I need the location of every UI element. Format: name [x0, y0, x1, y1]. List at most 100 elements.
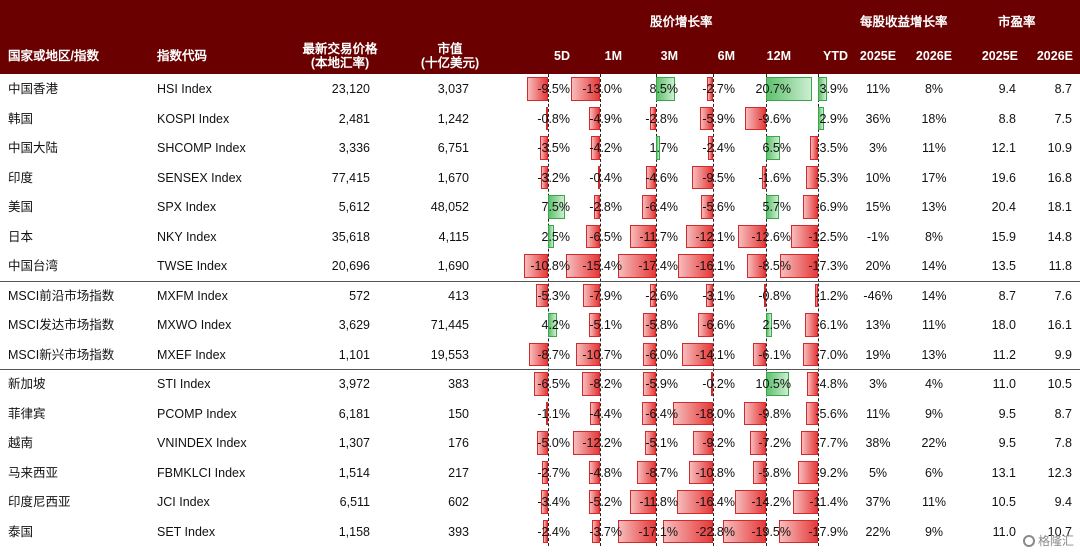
eps-2026: 11% — [921, 495, 947, 509]
eps-2025: 3% — [868, 377, 888, 391]
eps-2025: 11% — [865, 82, 891, 96]
growth-value-5d: 7.5% — [541, 200, 571, 214]
growth-bar-6m — [692, 165, 713, 189]
growth-value-3m: -8.7% — [645, 465, 678, 480]
pe-2026: 14.8 — [1047, 229, 1072, 244]
table-row: MSCI新兴市场指数 MXEF Index 1,101 19,553 -8.7% -10.… — [0, 340, 1080, 370]
row-name: 韩国 — [8, 111, 34, 126]
row-price: 3,336 — [338, 141, 370, 155]
growth-bar-3m — [656, 77, 675, 101]
row-code: KOSPI Index — [157, 111, 230, 126]
group-separator — [0, 369, 1080, 370]
growth-value-1m: -5.2% — [589, 495, 622, 509]
pe-2026: 10.5 — [1047, 377, 1072, 391]
growth-bar-5d — [524, 254, 548, 278]
growth-bar-ytd — [797, 460, 818, 484]
growth-bar-12m — [766, 313, 772, 337]
growth-bar-12m — [766, 372, 790, 396]
pe-2025: 11.0 — [992, 377, 1016, 391]
growth-bar-12m — [723, 519, 766, 543]
growth-value-6m: -3.1% — [702, 288, 735, 303]
row-code: MXEF Index — [157, 347, 226, 362]
growth-value-6m: -18.0% — [695, 406, 735, 421]
row-price: 3,972 — [338, 377, 370, 391]
growth-value-1m: -8.2% — [589, 377, 622, 391]
pe-2025: 19.6 — [991, 170, 1016, 185]
growth-value-3m: 8.5% — [649, 82, 679, 96]
growth-value-12m: -0.8% — [758, 288, 791, 303]
growth-bar-3m — [656, 136, 660, 160]
growth-value-5d: -8.7% — [537, 347, 570, 362]
growth-value-5d: -9.5% — [537, 82, 570, 96]
growth-bar-5d — [545, 401, 548, 425]
eps-2026: 6% — [924, 465, 944, 480]
pe-2025: 18.0 — [991, 318, 1016, 332]
pe-2026: 8.7 — [1054, 82, 1072, 96]
eps-2025: 38% — [865, 436, 891, 450]
growth-bar-3m — [643, 372, 656, 396]
growth-bar-12m — [750, 431, 766, 455]
table-row: 马来西亚 FBMKLCI Index 1,514 217 -2.7% -4.8% -8.7%… — [0, 458, 1080, 488]
logo-icon — [1022, 535, 1035, 547]
growth-bar-1m — [571, 77, 600, 101]
growth-value-3m: -17.1% — [638, 524, 678, 539]
growth-bar-1m — [576, 342, 600, 366]
row-name: 中国大陆 — [8, 141, 59, 155]
growth-bar-12m — [766, 136, 781, 160]
row-price: 572 — [349, 288, 370, 303]
row-mcap: 1,242 — [437, 111, 469, 126]
row-name: MSCI发达市场指数 — [8, 318, 115, 332]
growth-bar-6m — [700, 195, 713, 219]
growth-bar-5d — [527, 77, 548, 101]
growth-value-6m: -9.2% — [702, 436, 735, 450]
growth-value-6m: -2.7% — [702, 82, 735, 96]
growth-bar-5d — [540, 165, 548, 189]
growth-bar-12m — [738, 224, 766, 248]
growth-bar-5d — [548, 224, 554, 248]
growth-value-1m: -12.2% — [582, 436, 622, 450]
growth-value-ytd: -11.4% — [809, 495, 848, 509]
row-mcap: 602 — [448, 495, 469, 509]
header-eps-2025: 2025E — [859, 49, 897, 63]
pe-2026: 10.9 — [1047, 141, 1072, 155]
growth-value-12m: 2.5% — [762, 318, 792, 332]
eps-2025: 5% — [868, 465, 888, 480]
growth-bar-ytd — [818, 77, 827, 101]
watermark-text: 格隆汇 — [1037, 534, 1074, 548]
growth-value-3m: -2.8% — [645, 111, 678, 126]
growth-bar-5d — [548, 313, 558, 337]
growth-bar-1m — [573, 431, 600, 455]
growth-bar-1m — [588, 490, 600, 514]
pe-2026: 7.5 — [1054, 111, 1072, 126]
growth-value-12m: -6.1% — [758, 347, 791, 362]
growth-bar-3m — [618, 519, 656, 543]
pe-2025: 13.1 — [991, 465, 1016, 480]
growth-value-12m: -8.5% — [758, 259, 791, 273]
axis-line-6m — [713, 74, 714, 546]
header-pe-2026: 2026E — [1036, 49, 1073, 63]
eps-2026: 14% — [921, 288, 947, 303]
growth-bar-1m — [589, 460, 600, 484]
pe-2026: 16.1 — [1047, 318, 1072, 332]
pe-2025: 15.9 — [991, 229, 1016, 244]
axis-line-5d — [548, 74, 549, 546]
growth-value-3m: -5.1% — [645, 436, 678, 450]
growth-bar-ytd — [807, 372, 818, 396]
pe-2026: 18.1 — [1047, 200, 1072, 214]
header-ytd: YTD — [823, 49, 848, 63]
pe-2025: 8.8 — [998, 111, 1016, 126]
growth-value-3m: -17.4% — [638, 259, 678, 273]
row-mcap: 1,690 — [437, 259, 469, 273]
header-1m: 1M — [604, 49, 622, 63]
row-code: MXWO Index — [157, 318, 232, 332]
growth-bar-3m — [650, 283, 656, 307]
pe-2025: 9.4 — [998, 82, 1016, 96]
growth-value-12m: -19.5% — [751, 524, 791, 539]
eps-2026: 8% — [924, 229, 944, 244]
growth-bar-3m — [644, 431, 656, 455]
growth-bar-ytd — [792, 490, 818, 514]
growth-value-5d: -6.5% — [537, 377, 570, 391]
row-name: 中国台湾 — [8, 259, 59, 273]
growth-bar-12m — [762, 165, 766, 189]
growth-bar-1m — [590, 401, 600, 425]
